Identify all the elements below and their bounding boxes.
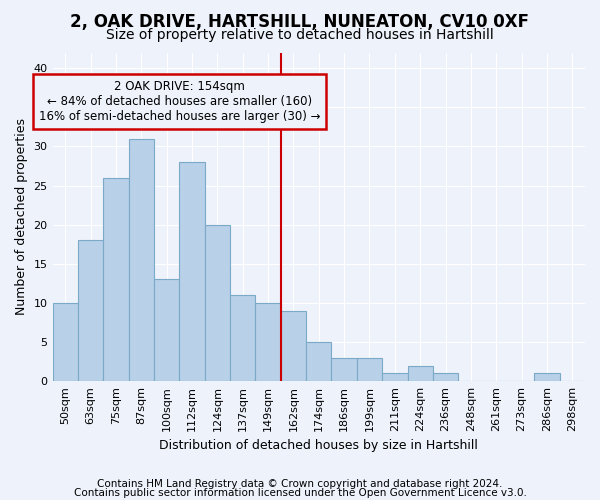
Text: Contains HM Land Registry data © Crown copyright and database right 2024.: Contains HM Land Registry data © Crown c… bbox=[97, 479, 503, 489]
Bar bbox=[78, 240, 103, 381]
Bar bbox=[154, 280, 179, 381]
Text: 2, OAK DRIVE, HARTSHILL, NUNEATON, CV10 0XF: 2, OAK DRIVE, HARTSHILL, NUNEATON, CV10 … bbox=[71, 12, 530, 30]
Bar bbox=[407, 366, 433, 381]
Bar bbox=[534, 374, 560, 381]
Text: Size of property relative to detached houses in Hartshill: Size of property relative to detached ho… bbox=[106, 28, 494, 42]
Bar bbox=[128, 138, 154, 381]
Bar bbox=[103, 178, 128, 381]
X-axis label: Distribution of detached houses by size in Hartshill: Distribution of detached houses by size … bbox=[160, 440, 478, 452]
Bar bbox=[230, 295, 256, 381]
Bar bbox=[205, 224, 230, 381]
Text: Contains public sector information licensed under the Open Government Licence v3: Contains public sector information licen… bbox=[74, 488, 526, 498]
Bar bbox=[382, 374, 407, 381]
Bar bbox=[433, 374, 458, 381]
Bar bbox=[331, 358, 357, 381]
Bar bbox=[256, 303, 281, 381]
Bar bbox=[179, 162, 205, 381]
Bar bbox=[306, 342, 331, 381]
Y-axis label: Number of detached properties: Number of detached properties bbox=[15, 118, 28, 316]
Bar bbox=[357, 358, 382, 381]
Text: 2 OAK DRIVE: 154sqm
← 84% of detached houses are smaller (160)
16% of semi-detac: 2 OAK DRIVE: 154sqm ← 84% of detached ho… bbox=[38, 80, 320, 123]
Bar bbox=[281, 310, 306, 381]
Bar bbox=[53, 303, 78, 381]
